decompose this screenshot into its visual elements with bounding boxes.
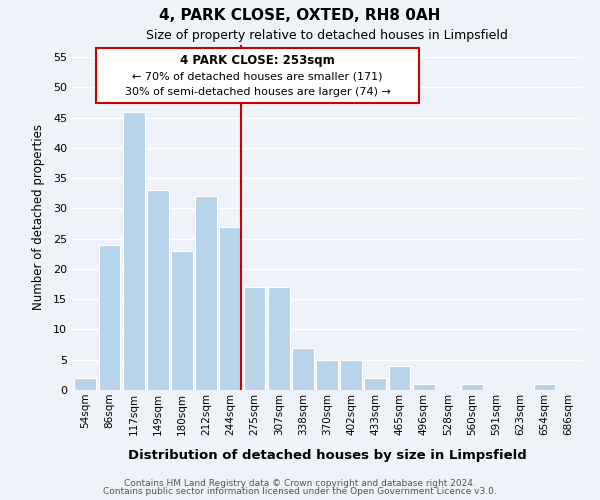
Bar <box>364 378 386 390</box>
Bar <box>389 366 410 390</box>
Text: Contains public sector information licensed under the Open Government Licence v3: Contains public sector information licen… <box>103 487 497 496</box>
Bar <box>244 287 265 390</box>
Bar <box>147 190 169 390</box>
Bar <box>268 287 290 390</box>
Text: 4, PARK CLOSE, OXTED, RH8 0AH: 4, PARK CLOSE, OXTED, RH8 0AH <box>160 8 440 22</box>
Text: ← 70% of detached houses are smaller (171): ← 70% of detached houses are smaller (17… <box>132 72 383 82</box>
X-axis label: Distribution of detached houses by size in Limpsfield: Distribution of detached houses by size … <box>128 449 526 462</box>
Text: Contains HM Land Registry data © Crown copyright and database right 2024.: Contains HM Land Registry data © Crown c… <box>124 478 476 488</box>
Bar <box>123 112 145 390</box>
Bar <box>461 384 483 390</box>
Bar <box>171 251 193 390</box>
FancyBboxPatch shape <box>96 48 419 102</box>
Y-axis label: Number of detached properties: Number of detached properties <box>32 124 44 310</box>
Bar <box>533 384 556 390</box>
Bar <box>292 348 314 390</box>
Bar <box>98 244 121 390</box>
Text: 30% of semi-detached houses are larger (74) →: 30% of semi-detached houses are larger (… <box>125 87 391 97</box>
Bar <box>413 384 434 390</box>
Bar <box>220 226 241 390</box>
Bar <box>316 360 338 390</box>
Title: Size of property relative to detached houses in Limpsfield: Size of property relative to detached ho… <box>146 30 508 43</box>
Text: 4 PARK CLOSE: 253sqm: 4 PARK CLOSE: 253sqm <box>180 54 335 66</box>
Bar <box>74 378 96 390</box>
Bar <box>195 196 217 390</box>
Bar <box>340 360 362 390</box>
